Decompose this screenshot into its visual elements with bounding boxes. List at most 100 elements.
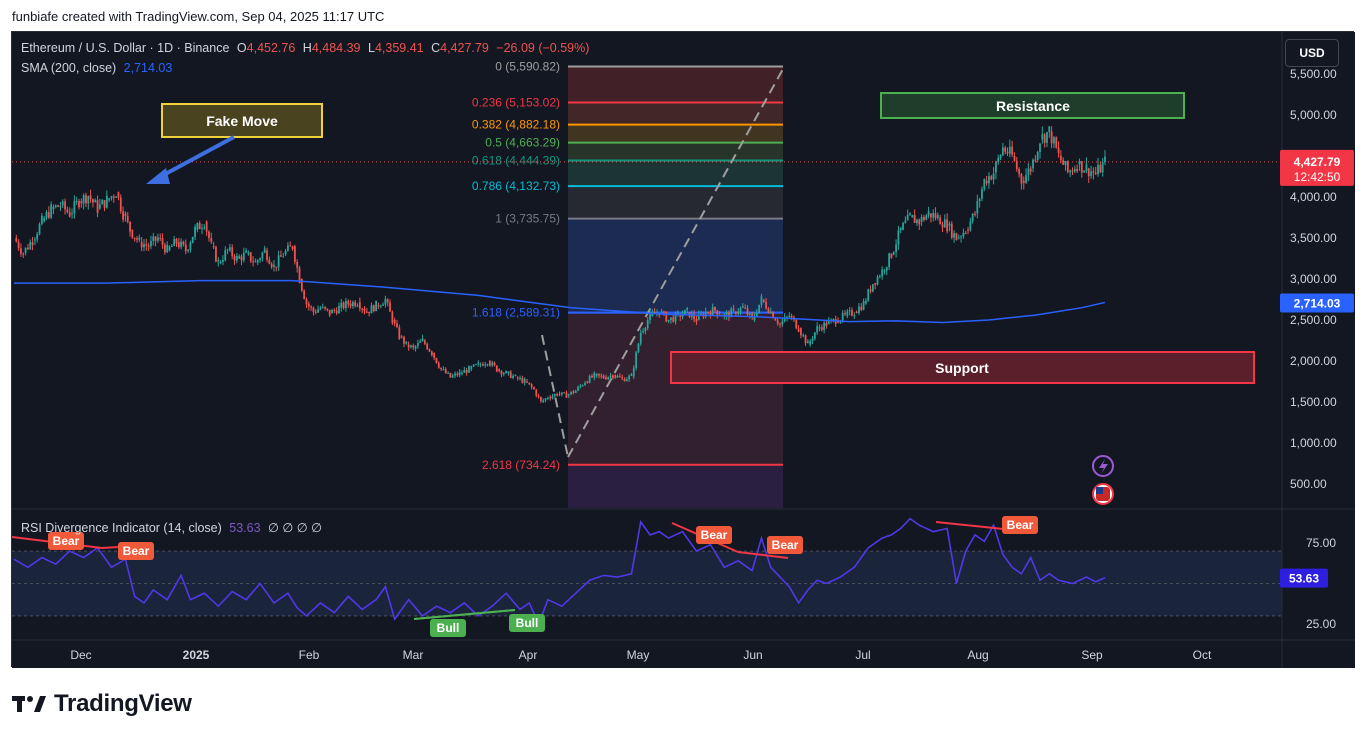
candle-body (433, 352, 436, 358)
candle-body (848, 310, 851, 312)
candle-body (66, 209, 69, 212)
candle-body (168, 246, 171, 251)
candle-body (1013, 156, 1016, 161)
candle-body (208, 231, 210, 239)
candle-body (602, 375, 605, 379)
candle-body (393, 320, 396, 324)
candle-body (514, 374, 517, 376)
sma-legend[interactable]: SMA (200, close) 2,714.03 (21, 61, 176, 75)
currency-button[interactable]: USD (1285, 39, 1339, 67)
bar-countdown: 12:42:50 (1294, 170, 1341, 184)
rsi-line (13, 517, 1106, 627)
fake-move-box (161, 103, 323, 138)
candle-body (832, 319, 835, 321)
candle-body (635, 352, 638, 369)
symbol-legend[interactable]: Ethereum / U.S. Dollar · 1D · Binance O4… (21, 41, 593, 55)
candle-body (403, 336, 405, 344)
time-axis-tick: May (627, 648, 650, 662)
candle-body (927, 211, 930, 216)
candle-body (414, 346, 417, 349)
candle-body (1101, 162, 1104, 173)
sma-price-tag (1280, 293, 1354, 313)
candle-body (461, 372, 463, 374)
candle-body (600, 375, 603, 377)
candle-body (674, 312, 677, 322)
candle-body (1029, 168, 1032, 172)
candle-body (813, 332, 816, 339)
candle-body (24, 247, 27, 253)
candle-body (1001, 147, 1004, 156)
candle-body (955, 233, 958, 241)
candle-body (219, 261, 222, 263)
rsi-legend[interactable]: RSI Divergence Indicator (14, close) 53.… (21, 520, 326, 535)
candle-body (493, 362, 496, 366)
candle-body (484, 364, 487, 366)
candle-body (795, 319, 798, 329)
candle-body (486, 364, 489, 366)
candle-body (45, 212, 48, 218)
candle-body (407, 344, 410, 348)
candle-body (224, 250, 227, 261)
price-axis-tick: 2,000.00 (1290, 354, 1337, 368)
candle-body (858, 306, 860, 314)
candle-body (333, 310, 336, 312)
candle-body (758, 304, 761, 313)
candle-body (632, 368, 635, 377)
candle-body (328, 309, 331, 316)
candle-body (358, 301, 361, 309)
candle-body (140, 242, 143, 248)
candle-body (672, 317, 675, 322)
bear-label: Bear (123, 544, 150, 558)
open-label: O (236, 41, 247, 55)
candle-body (263, 248, 266, 253)
candle-body (122, 211, 124, 220)
candle-body (277, 255, 280, 268)
candle-body (556, 393, 559, 396)
chart-frame[interactable]: 0 (5,590.82) 0.236 (5,153.02) 0.382 (4,882… (11, 31, 1355, 668)
candle-body (598, 373, 600, 376)
candle-body (1071, 170, 1074, 172)
candle-body (368, 311, 371, 314)
candle-body (372, 305, 375, 312)
candle-body (892, 252, 895, 255)
candle-body (27, 247, 29, 250)
candle-body (714, 307, 716, 311)
candle-body (614, 374, 617, 378)
candle-body (80, 201, 83, 204)
candle-body (586, 381, 589, 383)
resistance-box (880, 92, 1185, 119)
candle-body (145, 244, 148, 246)
fib-trend-line (541, 334, 569, 458)
candle-body (844, 312, 846, 314)
lightning-icon-bolt (1099, 459, 1108, 474)
candle-body (916, 219, 918, 223)
candle-body (528, 382, 531, 385)
candle-body (59, 206, 62, 208)
candle-body (370, 305, 373, 314)
bull-label: Bull (437, 621, 460, 635)
candle-body (75, 201, 78, 203)
candle-body (131, 229, 134, 238)
candle-body (939, 217, 942, 225)
candle-body (375, 300, 378, 312)
sma-label: SMA (200, close) (21, 61, 117, 75)
chart-canvas[interactable]: 0 (5,590.82) 0.236 (5,153.02) 0.382 (4,882… (12, 32, 1355, 668)
candle-body (152, 236, 155, 241)
candle-body (400, 336, 403, 338)
candle-body (305, 298, 308, 305)
candle-body (71, 213, 73, 215)
fib-zone (568, 464, 783, 508)
candle-body (428, 349, 431, 352)
candle-body (396, 323, 398, 328)
candle-body (728, 312, 730, 318)
candle-body (500, 370, 503, 375)
fib-level-label: 0.5 (4,663.29) (485, 136, 560, 150)
candle-body (667, 319, 670, 322)
candle-body (1032, 159, 1034, 169)
tradingview-logo[interactable]: TradingView (12, 690, 192, 718)
candle-body (117, 192, 120, 198)
candle-body (560, 392, 563, 395)
candle-body (869, 289, 872, 292)
tradingview-wordmark: TradingView (54, 690, 192, 717)
support-box (670, 351, 1255, 384)
